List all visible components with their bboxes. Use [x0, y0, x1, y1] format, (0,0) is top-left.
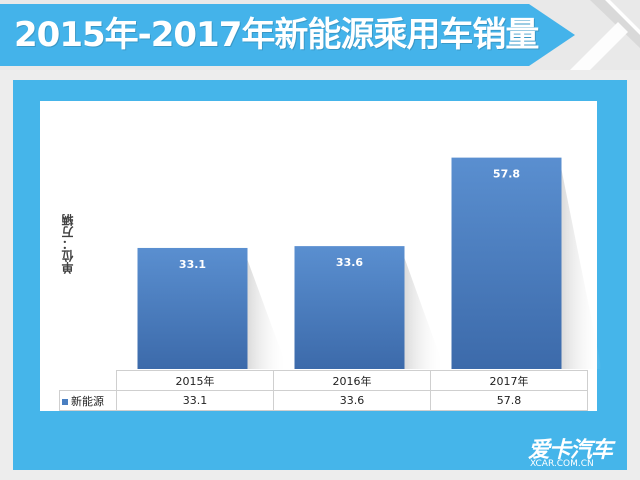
arrow-decoration-icon: [570, 0, 640, 70]
bar-shadow: [247, 259, 288, 369]
data-label: 57.8: [493, 168, 520, 181]
data-label: 33.6: [336, 256, 363, 269]
table-cell-value: 57.8: [430, 390, 588, 411]
series-name: 新能源: [71, 394, 104, 408]
x-tick-label: 2017年: [430, 370, 588, 391]
table-row: 新能源 33.1 33.6 57.8: [59, 390, 588, 411]
table-corner: [59, 370, 117, 391]
y-axis-label: 单位：万辆: [61, 214, 75, 274]
bar-shadow: [561, 169, 602, 369]
xcar-logo: 爱卡汽车 XCAR.COM.CN: [522, 432, 616, 474]
table-cell-value: 33.6: [273, 390, 431, 411]
bar: [294, 246, 405, 369]
header: 2015年-2017年新能源乘用车销量: [0, 0, 640, 70]
logo-url: XCAR.COM.CN: [530, 459, 594, 469]
logo-wordmark: 爱卡汽车: [528, 438, 613, 463]
bar-shadow: [404, 258, 445, 369]
legend-swatch: [62, 398, 68, 405]
title-banner: [0, 4, 575, 66]
page-title: 2015年-2017年新能源乘用车销量: [14, 15, 539, 55]
data-label: 33.1: [179, 258, 206, 271]
x-tick-label: 2015年: [116, 370, 274, 391]
bar: [451, 157, 562, 369]
x-tick-label: 2016年: [273, 370, 431, 391]
legend-entry: 新能源: [59, 390, 117, 411]
bar: [137, 247, 248, 369]
table-cell-value: 33.1: [116, 390, 274, 411]
table-header-row: 2015年 2016年 2017年: [59, 370, 588, 391]
data-table: 2015年 2016年 2017年 新能源 33.1 33.6 57.8: [59, 370, 588, 411]
